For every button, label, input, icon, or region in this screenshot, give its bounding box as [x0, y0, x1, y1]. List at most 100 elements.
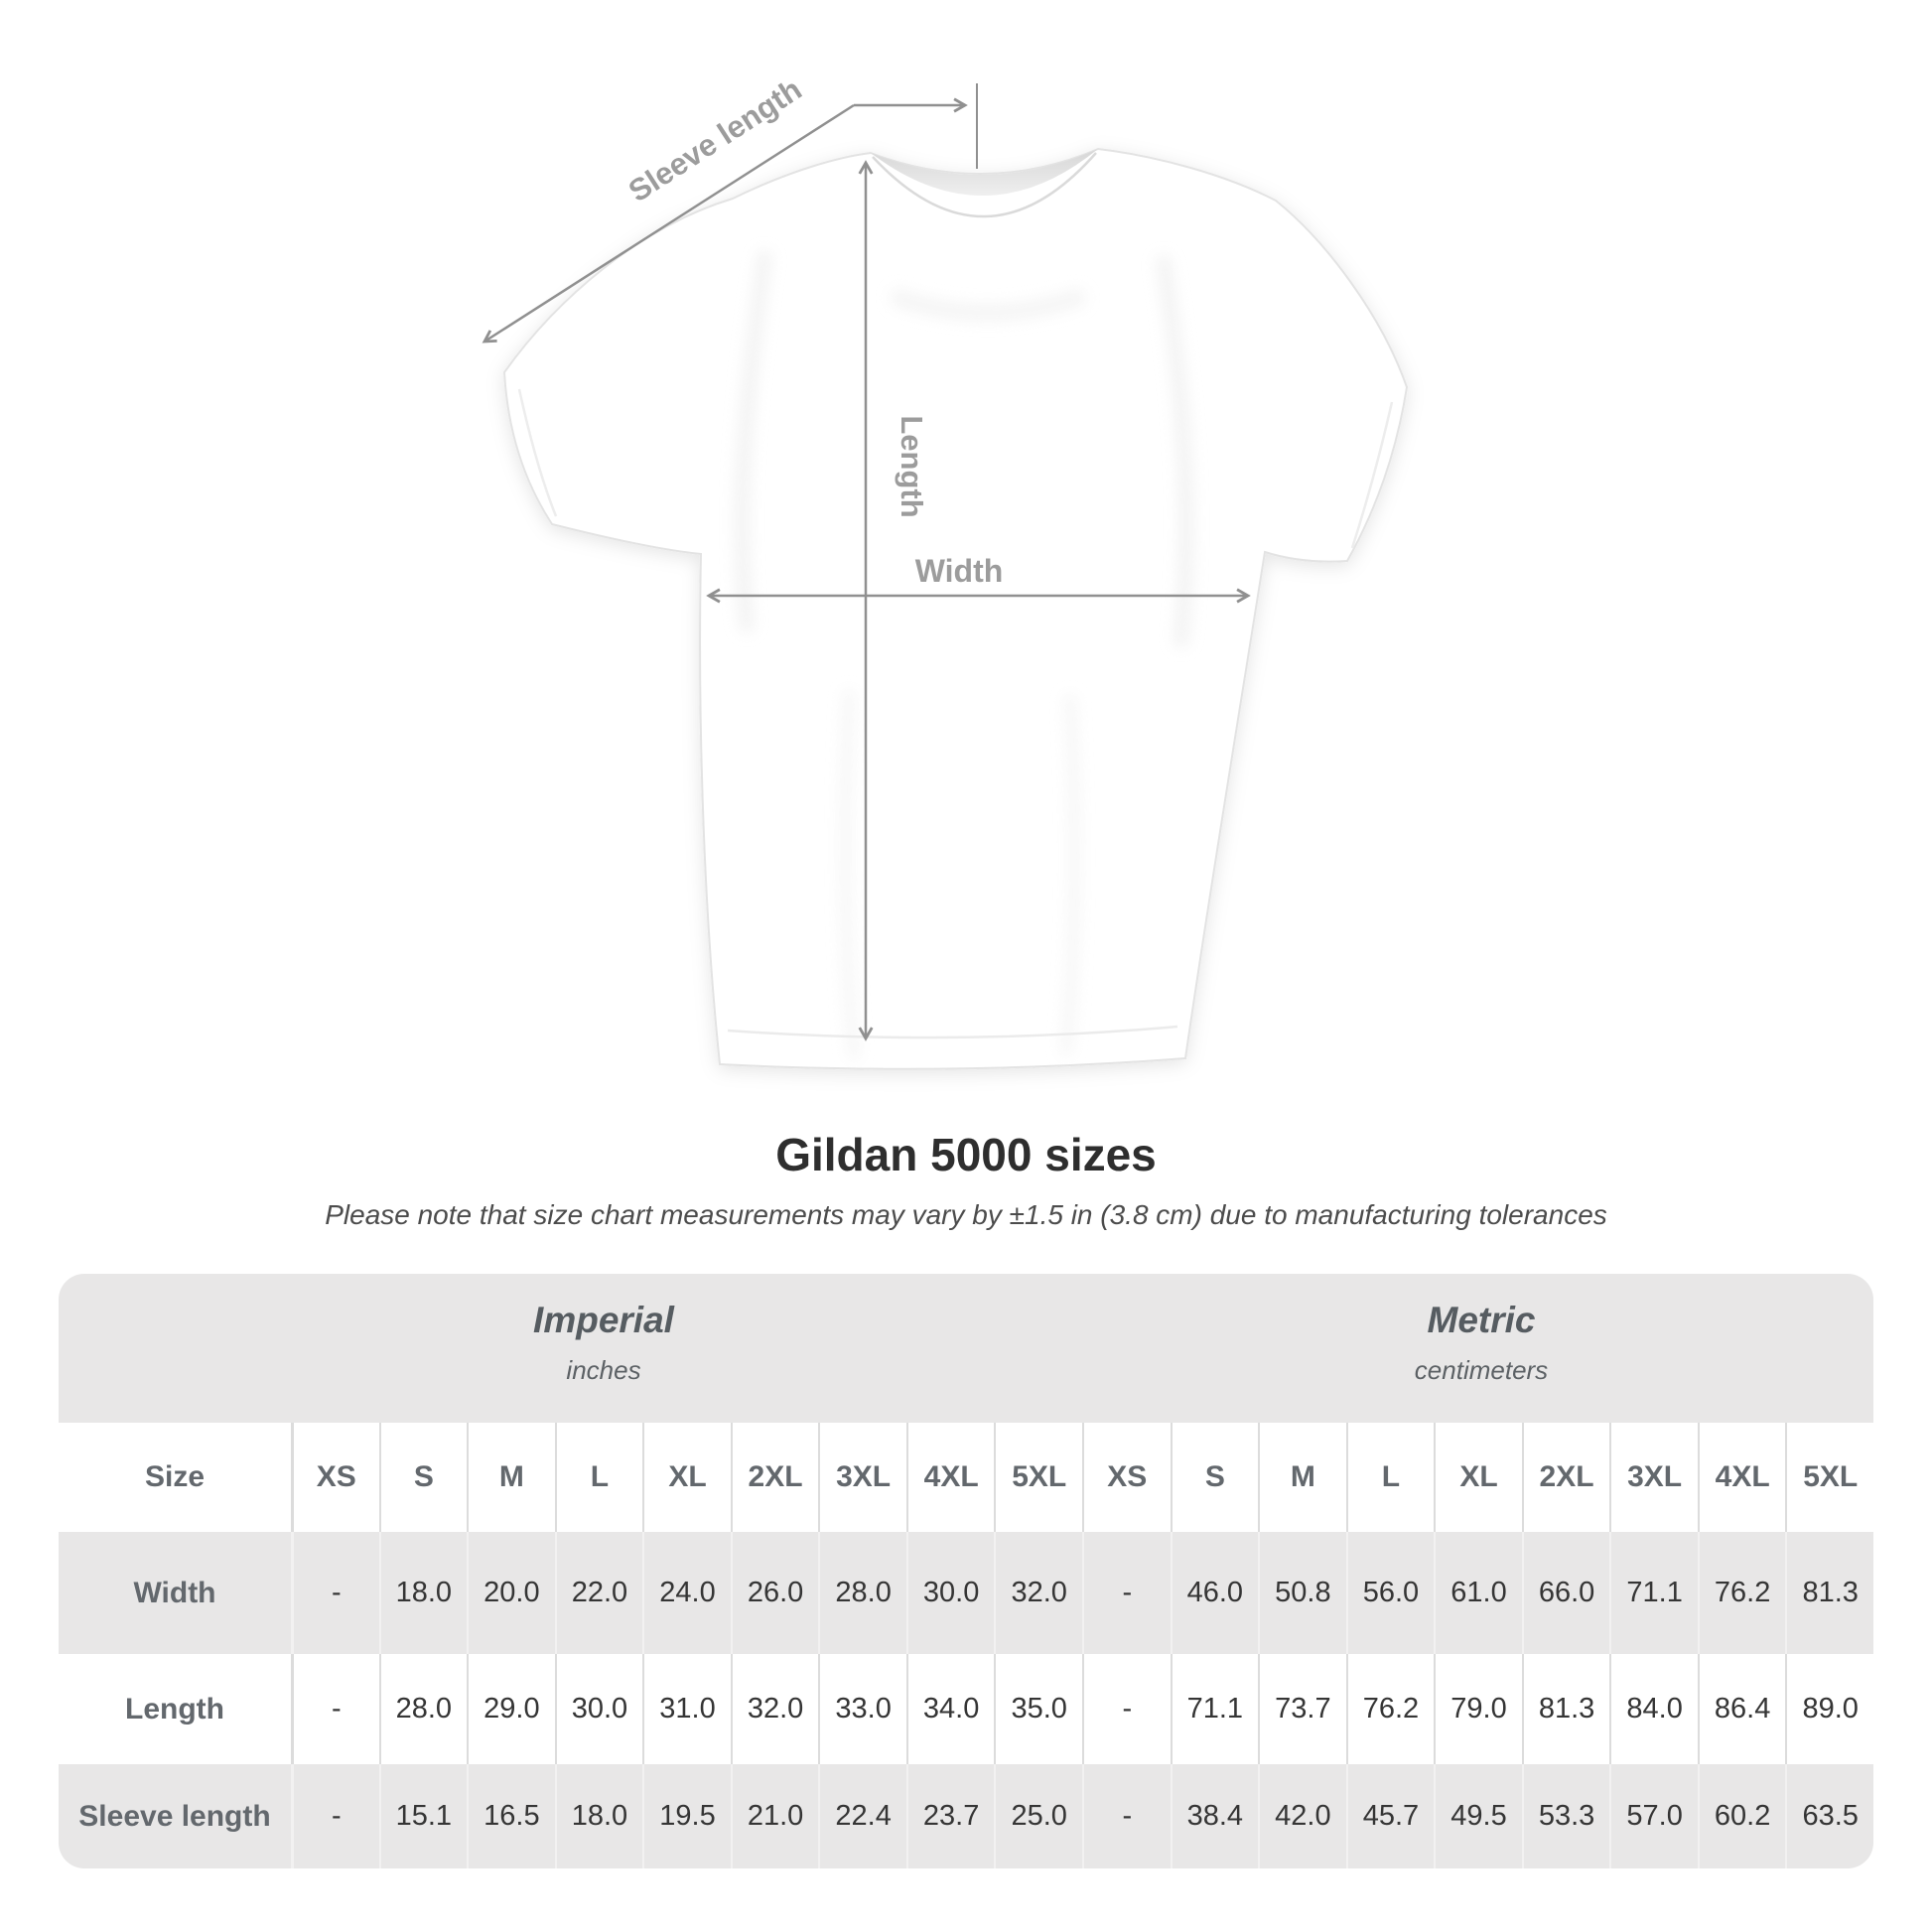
collar-seam — [872, 152, 1097, 218]
value-cell: 45.7 — [1345, 1764, 1435, 1868]
value-cell: - — [1082, 1764, 1171, 1868]
imperial-unit-header: Imperial inches — [533, 1300, 674, 1386]
value-cell: 18.0 — [554, 1764, 643, 1868]
value-cell: 26.0 — [730, 1532, 819, 1654]
value-cell: 29.0 — [467, 1654, 555, 1764]
column-header: 5XL — [994, 1423, 1082, 1532]
value-cell: 24.0 — [642, 1532, 731, 1654]
width-label: Width — [915, 553, 1004, 589]
value-cell: 18.0 — [378, 1532, 468, 1654]
value-cell: 21.0 — [730, 1764, 819, 1868]
row-label: Width — [133, 1576, 216, 1609]
column-header: S — [1170, 1423, 1259, 1532]
value-cell: 22.4 — [818, 1764, 906, 1868]
value-cell: 49.5 — [1434, 1764, 1522, 1868]
imperial-label: Imperial — [533, 1300, 674, 1340]
measurement-lines — [482, 83, 1251, 1041]
size-table: Imperial inches Metric centimeters Size … — [59, 1274, 1873, 1868]
column-header: M — [1258, 1423, 1346, 1532]
page-title: Gildan 5000 sizes — [775, 1129, 1157, 1180]
column-header: XS — [1082, 1423, 1171, 1532]
column-header: S — [378, 1423, 468, 1532]
value-cell: 53.3 — [1521, 1764, 1610, 1868]
column-header: 3XL — [1609, 1423, 1698, 1532]
metric-sublabel: centimeters — [1414, 1355, 1549, 1385]
value-cell: 73.7 — [1258, 1654, 1346, 1764]
tolerance-note: Please note that size chart measurements… — [325, 1199, 1607, 1230]
column-header: 4XL — [905, 1423, 995, 1532]
value-cell: 79.0 — [1434, 1654, 1522, 1764]
value-cell: 56.0 — [1345, 1532, 1435, 1654]
row-label: Sleeve length — [78, 1799, 271, 1833]
value-cell: 28.0 — [378, 1654, 468, 1764]
value-cell: 32.0 — [994, 1532, 1082, 1654]
length-label: Length — [895, 415, 929, 517]
value-cell: 61.0 — [1434, 1532, 1522, 1654]
table-row-length: Length - 28.0 29.0 30.0 31.0 32.0 33.0 3… — [59, 1654, 1873, 1764]
value-cell: - — [291, 1764, 379, 1868]
value-cell: 19.5 — [642, 1764, 731, 1868]
value-cell: 63.5 — [1785, 1764, 1873, 1868]
column-header: 3XL — [818, 1423, 906, 1532]
value-cell: 20.0 — [467, 1532, 555, 1654]
value-cell: 81.3 — [1521, 1654, 1610, 1764]
value-cell: 42.0 — [1258, 1764, 1346, 1868]
value-cell: 22.0 — [554, 1532, 643, 1654]
size-header-row: Size XS S M L XL 2XL 3XL 4XL 5XL XS S M … — [59, 1423, 1873, 1532]
value-cell: 71.1 — [1170, 1654, 1259, 1764]
metric-unit-header: Metric centimeters — [1415, 1300, 1548, 1386]
sleeve-length-arrow — [482, 103, 855, 344]
column-header: M — [467, 1423, 555, 1532]
value-cell: - — [291, 1654, 379, 1764]
column-header: XL — [642, 1423, 731, 1532]
metric-label: Metric — [1427, 1300, 1536, 1340]
value-cell: - — [291, 1532, 379, 1654]
column-header: 5XL — [1785, 1423, 1873, 1532]
table-row-width: Width - 18.0 20.0 22.0 24.0 26.0 28.0 30… — [59, 1532, 1873, 1654]
size-column-header: Size — [144, 1460, 206, 1493]
unit-band: Imperial inches Metric centimeters — [59, 1274, 1873, 1423]
column-header: L — [554, 1423, 643, 1532]
value-cell: - — [1082, 1532, 1171, 1654]
value-cell: 46.0 — [1170, 1532, 1259, 1654]
value-cell: 60.2 — [1697, 1764, 1786, 1868]
value-cell: 16.5 — [467, 1764, 555, 1868]
neck-opening — [871, 149, 1098, 197]
left-sleeve-seam — [517, 388, 558, 517]
value-cell: 32.0 — [730, 1654, 819, 1764]
value-cell: 25.0 — [994, 1764, 1082, 1868]
value-cell: 30.0 — [905, 1532, 995, 1654]
row-label: Length — [125, 1692, 224, 1725]
value-cell: 30.0 — [554, 1654, 643, 1764]
value-cell: 76.2 — [1345, 1654, 1435, 1764]
value-cell: 50.8 — [1258, 1532, 1346, 1654]
imperial-sublabel: inches — [566, 1355, 641, 1385]
value-cell: 71.1 — [1609, 1532, 1698, 1654]
value-cell: 76.2 — [1697, 1532, 1786, 1654]
value-cell: 33.0 — [818, 1654, 906, 1764]
value-cell: 23.7 — [905, 1764, 995, 1868]
value-cell: - — [1082, 1654, 1171, 1764]
value-cell: 38.4 — [1170, 1764, 1259, 1868]
tshirt-graphic — [502, 147, 1409, 1070]
column-header: 2XL — [1521, 1423, 1610, 1532]
value-cell: 66.0 — [1521, 1532, 1610, 1654]
value-cell: 81.3 — [1785, 1532, 1873, 1654]
value-cell: 84.0 — [1609, 1654, 1698, 1764]
value-cell: 31.0 — [642, 1654, 731, 1764]
column-header: L — [1345, 1423, 1435, 1532]
column-header: XL — [1434, 1423, 1522, 1532]
tshirt-measurement-figure: Sleeve length Length Width — [482, 71, 1409, 1070]
value-cell: 35.0 — [994, 1654, 1082, 1764]
tshirt-figure: Sleeve length Length Width — [482, 71, 1409, 1070]
hem-seam — [727, 1025, 1178, 1039]
value-cell: 34.0 — [905, 1654, 995, 1764]
right-sleeve-seam — [1350, 401, 1394, 549]
value-cell: 89.0 — [1785, 1654, 1873, 1764]
column-header: 2XL — [730, 1423, 819, 1532]
column-header: 4XL — [1697, 1423, 1786, 1532]
value-cell: 57.0 — [1609, 1764, 1698, 1868]
value-cell: 86.4 — [1697, 1654, 1786, 1764]
column-header: XS — [291, 1423, 379, 1532]
